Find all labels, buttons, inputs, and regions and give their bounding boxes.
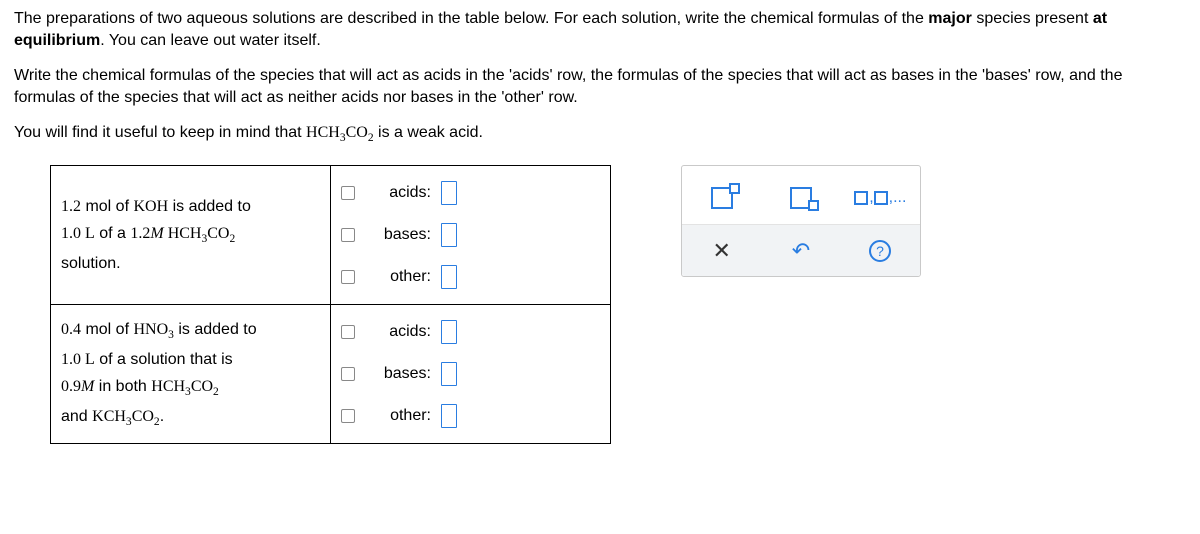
solution-2-fields: acids: bases: other:	[331, 305, 611, 444]
chem: HNO	[133, 321, 168, 338]
acids-label: acids:	[369, 184, 431, 202]
text: species present	[972, 10, 1093, 27]
text: solution.	[61, 255, 121, 272]
other-label: other:	[369, 268, 431, 286]
help-icon: ?	[868, 239, 892, 263]
solutions-table: 1.2 mol of KOH is added to 1.0 L of a 1.…	[50, 165, 611, 444]
unit: M	[150, 225, 163, 242]
chem: KOH	[133, 198, 168, 215]
none-checkbox[interactable]	[341, 367, 355, 381]
num: 1.0 L	[61, 225, 95, 242]
acids-input[interactable]	[441, 320, 457, 344]
text: is added to	[174, 321, 257, 338]
question-prompt: The preparations of two aqueous solution…	[14, 8, 1186, 147]
list-button[interactable]: ,,...	[852, 178, 908, 218]
text: The preparations of two aqueous solution…	[14, 10, 928, 27]
other-row: other:	[341, 395, 600, 437]
prompt-p3: You will find it useful to keep in mind …	[14, 122, 1186, 147]
text: of a	[95, 225, 131, 242]
svg-text:?: ?	[876, 243, 884, 259]
tool-palette: ,,... ✕ ↶ ?	[681, 165, 921, 277]
none-checkbox[interactable]	[341, 186, 355, 200]
acids-label: acids:	[369, 323, 431, 341]
chem: CO	[132, 408, 154, 425]
chem: HCH	[306, 124, 340, 141]
square-icon	[874, 191, 888, 205]
bases-row: bases:	[341, 353, 600, 395]
chem-sub: 2	[229, 233, 235, 245]
text: is a weak acid.	[374, 124, 483, 141]
num: 1.2	[61, 198, 81, 215]
bases-label: bases:	[369, 365, 431, 383]
none-checkbox[interactable]	[341, 409, 355, 423]
acids-input[interactable]	[441, 181, 457, 205]
text: ,...	[889, 189, 907, 207]
text-bold: major	[928, 10, 972, 27]
solution-1-fields: acids: bases: other:	[331, 166, 611, 305]
bases-input[interactable]	[441, 362, 457, 386]
square-icon	[854, 191, 868, 205]
text: mol of	[81, 321, 133, 338]
subscript-button[interactable]	[773, 178, 829, 218]
chem: CO	[207, 225, 229, 242]
text: .	[160, 408, 164, 425]
chem: CO	[346, 124, 368, 141]
num: 0.9	[61, 378, 81, 395]
text: mol of	[81, 198, 133, 215]
text: . You can leave out water itself.	[100, 32, 321, 49]
undo-button[interactable]: ↶	[773, 231, 829, 271]
num: 0.4	[61, 321, 81, 338]
other-label: other:	[369, 407, 431, 425]
undo-icon: ↶	[792, 238, 810, 264]
help-button[interactable]: ?	[852, 231, 908, 271]
bases-input[interactable]	[441, 223, 457, 247]
solution-2-desc: 0.4 mol of HNO3 is added to 1.0 L of a s…	[51, 305, 331, 444]
other-input[interactable]	[441, 265, 457, 289]
none-checkbox[interactable]	[341, 325, 355, 339]
chem: HCH	[151, 378, 185, 395]
chem: CO	[191, 378, 213, 395]
other-row: other:	[341, 256, 600, 298]
bases-row: bases:	[341, 214, 600, 256]
text: is added to	[168, 198, 251, 215]
clear-button[interactable]: ✕	[694, 231, 750, 271]
acids-row: acids:	[341, 172, 600, 214]
text: of a solution that is	[95, 351, 233, 368]
prompt-p2: Write the chemical formulas of the speci…	[14, 65, 1186, 108]
none-checkbox[interactable]	[341, 270, 355, 284]
superscript-button[interactable]	[694, 178, 750, 218]
text: You will find it useful to keep in mind …	[14, 124, 306, 141]
num: 1.2	[130, 225, 150, 242]
text: in both	[94, 378, 151, 395]
none-checkbox[interactable]	[341, 228, 355, 242]
other-input[interactable]	[441, 404, 457, 428]
bases-label: bases:	[369, 226, 431, 244]
num: 1.0 L	[61, 351, 95, 368]
unit: M	[81, 378, 94, 395]
chem-sub: 2	[213, 386, 219, 398]
chem: HCH	[164, 225, 202, 242]
solution-1-desc: 1.2 mol of KOH is added to 1.0 L of a 1.…	[51, 166, 331, 305]
text: and	[61, 408, 92, 425]
acids-row: acids:	[341, 311, 600, 353]
prompt-p1: The preparations of two aqueous solution…	[14, 8, 1186, 51]
chem: KCH	[92, 408, 126, 425]
x-icon: ✕	[712, 238, 730, 264]
